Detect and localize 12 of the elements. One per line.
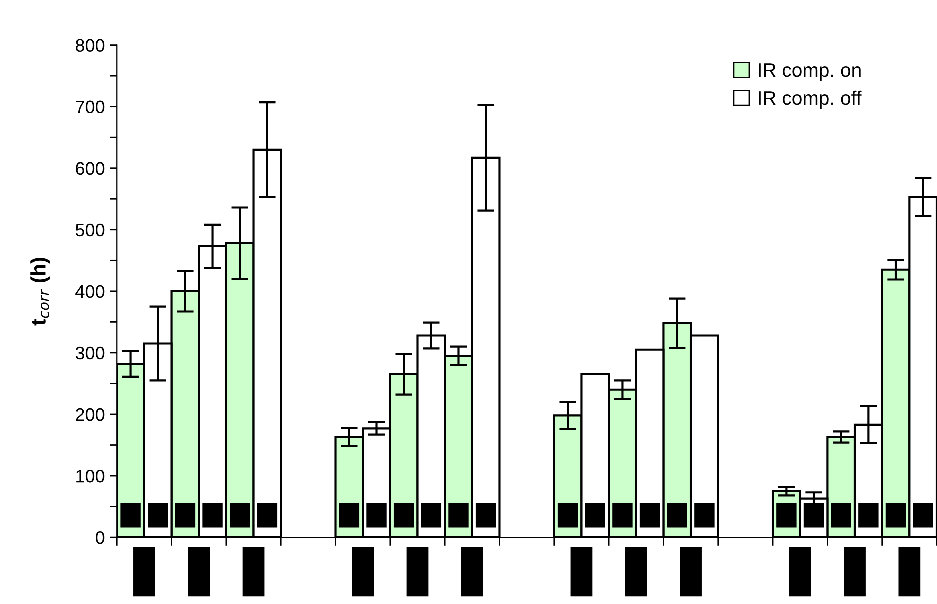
y-tick-label: 700: [76, 100, 105, 114]
y-tick-label: 300: [76, 346, 105, 360]
y-tick-label: 0: [96, 531, 105, 544]
legend-label: IR comp. on: [759, 64, 861, 82]
y-tick-label: 200: [76, 408, 105, 422]
y-tick-label: 100: [76, 470, 105, 483]
y-tick-label: 500: [76, 224, 105, 237]
y-axis-title: t$_{corr}$ (h): [30, 258, 50, 326]
y-tick-label: 800: [76, 39, 105, 52]
legend-label: IR comp. off: [759, 90, 862, 109]
y-tick-label: 600: [76, 162, 105, 176]
y-tick-label: 400: [76, 285, 105, 298]
